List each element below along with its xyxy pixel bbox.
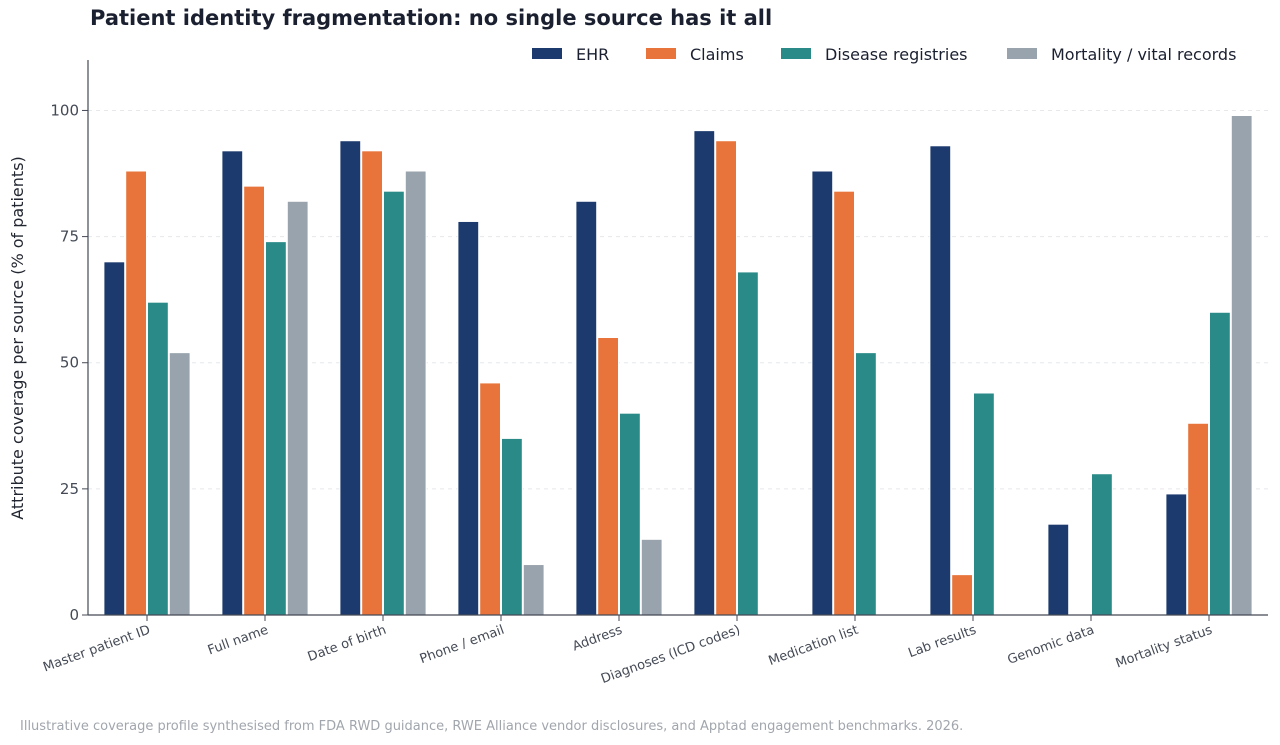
bar-claims <box>243 185 265 616</box>
bar-disease-registries <box>147 301 169 616</box>
legend-label: Mortality / vital records <box>1051 45 1236 64</box>
bar-ehr <box>339 140 362 616</box>
y-axis-label: Attribute coverage per source (% of pati… <box>8 156 27 520</box>
legend-swatch <box>1007 48 1037 59</box>
x-tick-label: Genomic data <box>1006 623 1097 668</box>
bar-mortality-vital-records <box>404 170 427 616</box>
bar-mortality-vital-records <box>168 352 191 616</box>
x-tick-label: Mortality status <box>1114 623 1215 672</box>
y-tick-labels: 0 25 50 75 100 <box>50 101 88 624</box>
x-tick-label: Medication list <box>767 623 861 669</box>
bar-ehr <box>1047 523 1070 616</box>
bar-ehr <box>457 220 480 616</box>
legend-label: EHR <box>576 45 609 64</box>
bar-disease-registries <box>1209 311 1231 616</box>
bar-claims <box>951 574 974 616</box>
y-tick-label: 75 <box>60 228 79 246</box>
y-tick-label: 50 <box>60 354 79 372</box>
y-tick-label: 100 <box>50 101 79 119</box>
legend: EHR Claims Disease registries Mortality / v… <box>532 45 1236 64</box>
bar-claims <box>361 150 384 616</box>
bar-mortality-vital-records <box>640 538 663 616</box>
x-tick-label: Full name <box>206 623 271 659</box>
bar-disease-registries <box>619 412 641 616</box>
bars <box>103 115 1253 616</box>
bar-disease-registries <box>855 352 877 616</box>
bar-ehr <box>575 200 598 616</box>
bar-claims <box>715 140 738 616</box>
bar-disease-registries <box>737 271 759 616</box>
chart-title: Patient identity fragmentation: no singl… <box>90 6 773 30</box>
x-tick-label: Phone / email <box>418 623 507 667</box>
legend-swatch <box>532 48 562 59</box>
bar-ehr <box>929 145 952 616</box>
bar-claims <box>479 382 502 616</box>
bar-disease-registries <box>383 190 405 616</box>
bar-ehr <box>693 130 716 616</box>
y-tick-label: 0 <box>69 606 79 624</box>
bar-mortality-vital-records <box>1230 115 1253 616</box>
x-tick-label: Master patient ID <box>41 623 152 676</box>
bar-mortality-vital-records <box>522 564 545 616</box>
bar-disease-registries <box>1091 473 1113 616</box>
bar-claims <box>833 190 856 616</box>
x-tick-labels: Master patient ID Full name Date of birth P… <box>41 615 1215 687</box>
legend-swatch <box>646 48 676 59</box>
bar-mortality-vital-records <box>286 200 309 616</box>
bar-disease-registries <box>973 392 995 616</box>
y-tick-label: 25 <box>60 480 79 498</box>
legend-label: Claims <box>690 45 744 64</box>
bar-disease-registries <box>501 437 523 616</box>
axes <box>87 60 1268 616</box>
bar-disease-registries <box>265 241 287 616</box>
bar-ehr <box>103 261 126 616</box>
x-tick-label: Date of birth <box>306 623 389 665</box>
legend-swatch <box>781 48 811 59</box>
bar-claims <box>1187 422 1209 616</box>
bar-claims <box>597 337 620 616</box>
bar-ehr <box>221 150 244 616</box>
x-tick-label: Lab results <box>906 623 978 662</box>
bar-claims <box>125 170 147 616</box>
footnote: Illustrative coverage profile synthesise… <box>20 719 964 734</box>
bar-ehr <box>1165 493 1188 616</box>
x-tick-label: Address <box>571 623 625 655</box>
bar-ehr <box>811 170 834 616</box>
legend-label: Disease registries <box>825 45 968 64</box>
